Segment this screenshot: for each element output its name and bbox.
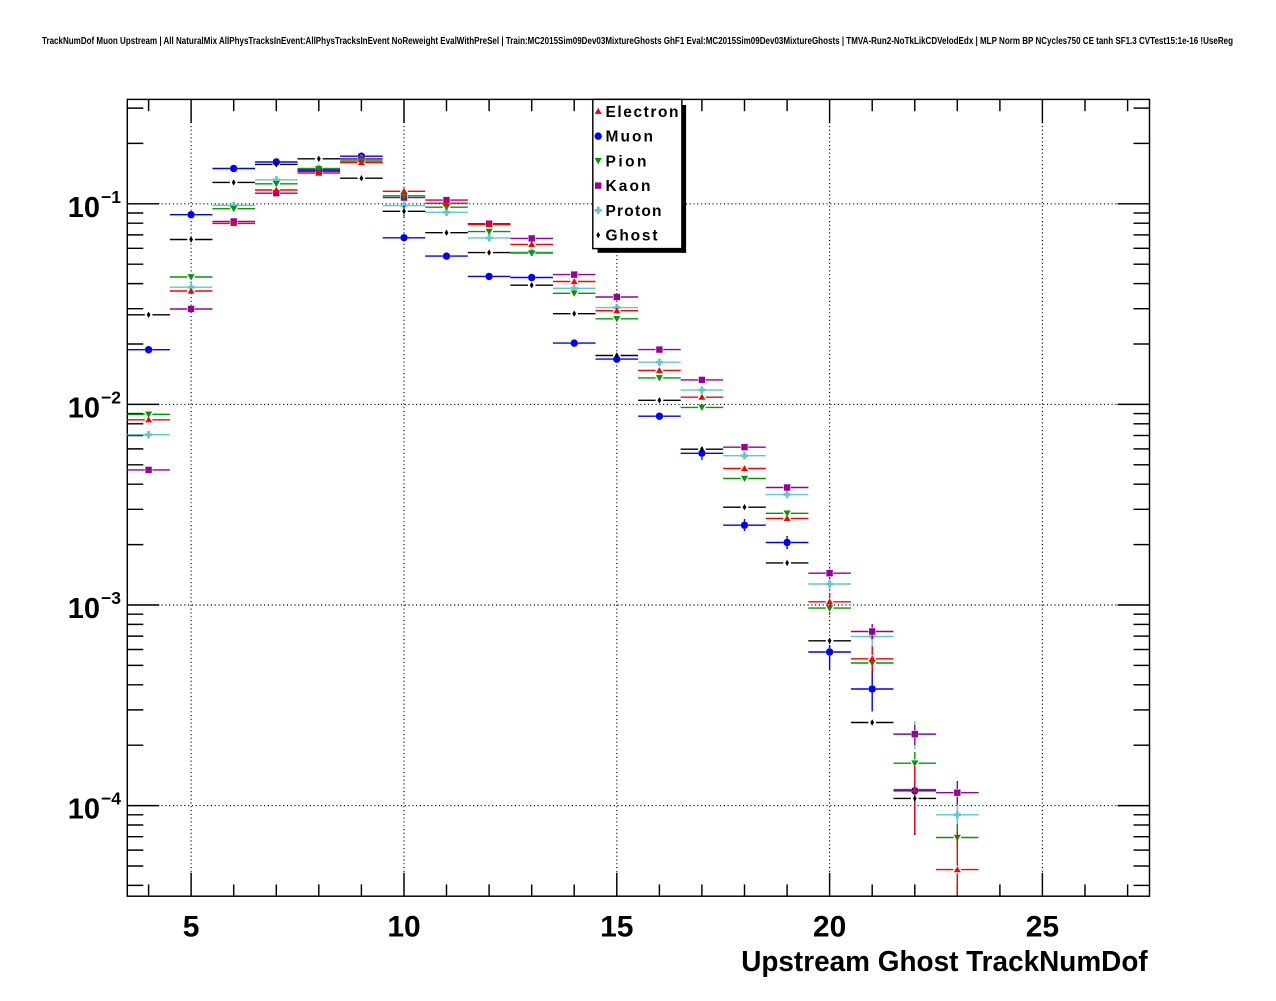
svg-text:5: 5 [183,911,200,944]
svg-text:15: 15 [600,911,633,944]
svg-text:10: 10 [68,593,100,625]
svg-text:−4: −4 [101,789,121,809]
svg-text:10: 10 [387,911,420,944]
svg-text:Muon: Muon [606,129,654,146]
svg-text:Proton: Proton [606,203,662,220]
svg-text:−1: −1 [101,187,121,207]
svg-text:20: 20 [813,911,846,944]
svg-text:10: 10 [68,794,100,826]
svg-text:10: 10 [68,192,100,224]
svg-text:−3: −3 [101,588,121,608]
svg-text:Upstream Ghost TrackNumDof: Upstream Ghost TrackNumDof [741,946,1148,978]
svg-text:Electron: Electron [606,104,679,121]
svg-text:−2: −2 [101,387,121,407]
svg-text:Pion: Pion [606,153,647,170]
svg-text:10: 10 [68,392,100,424]
svg-text:25: 25 [1026,911,1059,944]
svg-text:TrackNumDof Muon Upstream | Al: TrackNumDof Muon Upstream | All NaturalM… [42,36,1233,47]
svg-text:Ghost: Ghost [606,228,658,245]
